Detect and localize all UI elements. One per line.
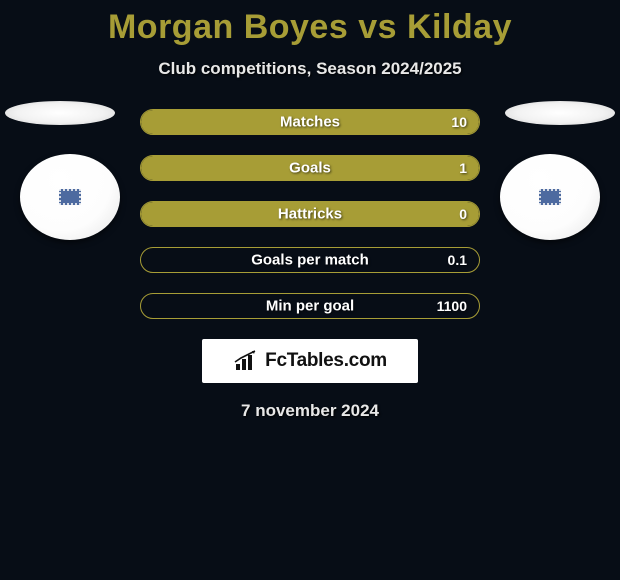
stat-label: Min per goal [266, 298, 354, 315]
stat-value: 1 [459, 160, 467, 176]
stat-value: 0 [459, 206, 467, 222]
bar-chart-icon [233, 350, 261, 372]
stat-row: Matches 10 [140, 109, 480, 135]
placeholder-avatar-icon [539, 189, 561, 205]
stat-label: Goals per match [251, 252, 369, 269]
left-platform-disc [5, 101, 115, 125]
stat-row: Hattricks 0 [140, 201, 480, 227]
stats-arena: Matches 10 Goals 1 Hattricks 0 Goals per match… [0, 109, 620, 319]
stat-value: 0.1 [448, 252, 467, 268]
subtitle: Club competitions, Season 2024/2025 [0, 59, 620, 79]
right-platform-disc [505, 101, 615, 125]
placeholder-avatar-icon [59, 189, 81, 205]
stat-row: Min per goal 1100 [140, 293, 480, 319]
stat-row: Goals per match 0.1 [140, 247, 480, 273]
stat-bars-container: Matches 10 Goals 1 Hattricks 0 Goals per match… [140, 109, 480, 319]
page-title: Morgan Boyes vs Kilday [0, 0, 620, 47]
brand-text: FcTables.com [265, 350, 387, 372]
right-player-avatar [500, 154, 600, 240]
left-player-avatar [20, 154, 120, 240]
stat-label: Goals [289, 160, 331, 177]
stat-value: 1100 [437, 298, 467, 314]
date-label: 7 november 2024 [0, 401, 620, 421]
stat-row: Goals 1 [140, 155, 480, 181]
stat-value: 10 [451, 114, 467, 130]
stat-label: Matches [280, 114, 340, 131]
stat-label: Hattricks [278, 206, 342, 223]
brand-badge: FcTables.com [202, 339, 418, 383]
